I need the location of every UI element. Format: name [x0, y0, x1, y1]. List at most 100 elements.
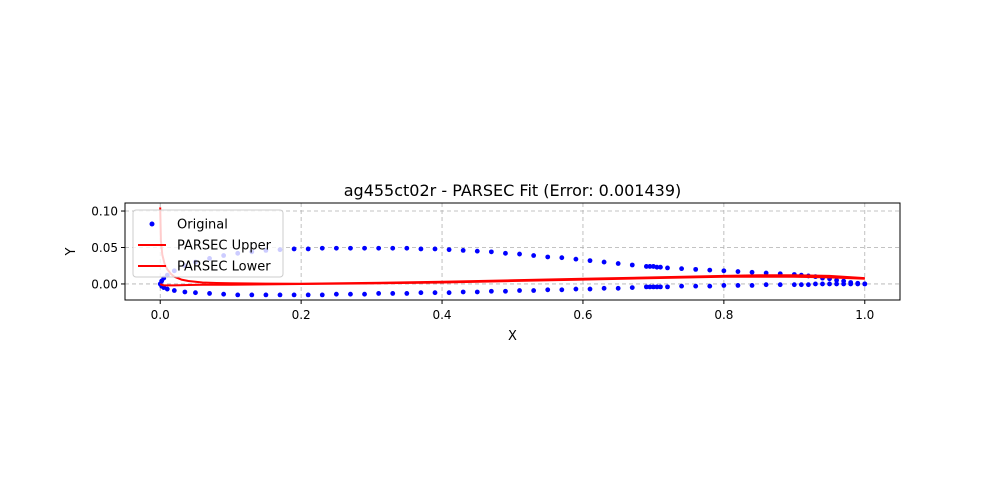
- data-point-original: [376, 291, 382, 296]
- data-point-original: [707, 267, 713, 273]
- data-point-original: [333, 245, 339, 251]
- data-point-original: [749, 283, 755, 288]
- data-point-original: [587, 286, 593, 292]
- data-point-original: [193, 290, 198, 296]
- data-point-original: [418, 290, 424, 296]
- axis-ticks: 0.0 0.2 0.4 0.6 0.8 1.0 0.00 0.05 0.10: [91, 205, 874, 322]
- data-point-original: [319, 245, 325, 251]
- x-tick-label: 0.0: [151, 308, 170, 322]
- data-point-original: [693, 283, 699, 289]
- series-line-parsec-lower: [159, 275, 865, 287]
- data-point-original: [647, 284, 653, 290]
- data-point-original: [291, 246, 297, 252]
- data-point-original: [601, 259, 607, 265]
- data-point-original: [171, 288, 177, 293]
- data-point-original: [651, 264, 656, 269]
- data-point-original: [348, 291, 353, 297]
- data-point-original: [488, 249, 494, 255]
- data-point-original: [376, 245, 382, 251]
- data-point-original: [721, 268, 727, 274]
- legend-label-parsec-upper: PARSEC Upper: [177, 239, 272, 254]
- data-point-original: [348, 245, 353, 251]
- data-point-original: [791, 282, 797, 288]
- data-point-original: [647, 264, 653, 269]
- y-tick-label: 0.05: [91, 241, 118, 255]
- data-point-original: [460, 248, 466, 253]
- data-point-original: [615, 261, 621, 266]
- data-point-original: [777, 282, 783, 288]
- data-point-original: [432, 246, 438, 252]
- data-point-original: [654, 284, 660, 290]
- data-point-original: [503, 250, 508, 256]
- data-point-original: [679, 266, 684, 272]
- y-axis-label: Y: [64, 247, 79, 256]
- data-point-original: [707, 283, 713, 289]
- legend-box: [132, 209, 284, 278]
- data-point-original: [474, 248, 480, 254]
- data-point-original: [834, 281, 839, 287]
- data-point-original: [362, 245, 367, 251]
- data-point-original: [721, 283, 727, 288]
- data-point-original: [446, 247, 452, 253]
- data-point-original: [834, 277, 839, 283]
- data-point-original: [735, 283, 741, 288]
- data-point-original: [221, 291, 227, 297]
- data-point-original: [404, 291, 410, 296]
- data-point-original: [629, 262, 635, 268]
- data-point-original: [517, 251, 522, 257]
- data-point-original: [749, 269, 755, 275]
- data-point-original: [446, 290, 452, 296]
- data-point-original: [573, 286, 579, 292]
- data-point-original: [333, 291, 339, 297]
- chart-title: ag455ct02r - PARSEC Fit (Error: 0.001439…: [344, 181, 682, 200]
- data-point-original: [404, 245, 410, 251]
- data-point-original: [207, 291, 212, 296]
- legend-label-original: Original: [177, 218, 228, 233]
- data-point-original: [643, 264, 649, 269]
- data-point-original: [651, 284, 656, 290]
- data-point-original: [517, 288, 522, 293]
- data-point-original: [855, 281, 861, 287]
- legend: Original PARSEC Upper PARSEC Lower: [132, 209, 284, 278]
- data-point-original: [813, 281, 818, 287]
- data-point-original: [806, 282, 811, 288]
- data-point-original: [545, 287, 551, 293]
- x-axis-label: X: [508, 329, 517, 344]
- data-point-original: [848, 281, 854, 287]
- data-point-original: [735, 269, 741, 274]
- data-point-original: [249, 292, 255, 298]
- data-point-original: [390, 245, 396, 251]
- data-point-original: [305, 292, 311, 298]
- data-point-original: [658, 264, 663, 270]
- data-point-original: [693, 266, 699, 272]
- data-point-original: [531, 253, 537, 258]
- x-tick-label: 0.4: [432, 308, 451, 322]
- data-point-original: [277, 292, 283, 298]
- x-tick-label: 0.6: [573, 308, 592, 322]
- data-point-original: [798, 282, 804, 288]
- data-point-original: [665, 265, 670, 271]
- data-point-original: [587, 258, 593, 264]
- data-point-original: [763, 282, 769, 288]
- axes-frame: [124, 202, 901, 301]
- data-point-original: [643, 284, 649, 290]
- data-point-original: [164, 286, 170, 292]
- data-point-original: [862, 281, 868, 287]
- data-point-original: [291, 292, 297, 298]
- data-point-original: [629, 285, 635, 291]
- data-point-original: [827, 281, 832, 287]
- data-point-original: [474, 289, 480, 295]
- data-point-original: [559, 255, 565, 261]
- y-tick-label: 0.00: [91, 277, 118, 291]
- data-point-original: [545, 254, 551, 260]
- data-point-original: [263, 292, 269, 298]
- plot-data: [157, 207, 868, 298]
- data-point-original: [305, 246, 311, 252]
- data-point-original: [559, 287, 565, 293]
- legend-marker-original: [149, 221, 155, 227]
- data-point-original: [615, 285, 621, 291]
- data-point-original: [841, 281, 847, 287]
- data-point-original: [601, 285, 607, 291]
- data-point-original: [432, 290, 438, 296]
- legend-label-parsec-lower: PARSEC Lower: [177, 260, 271, 275]
